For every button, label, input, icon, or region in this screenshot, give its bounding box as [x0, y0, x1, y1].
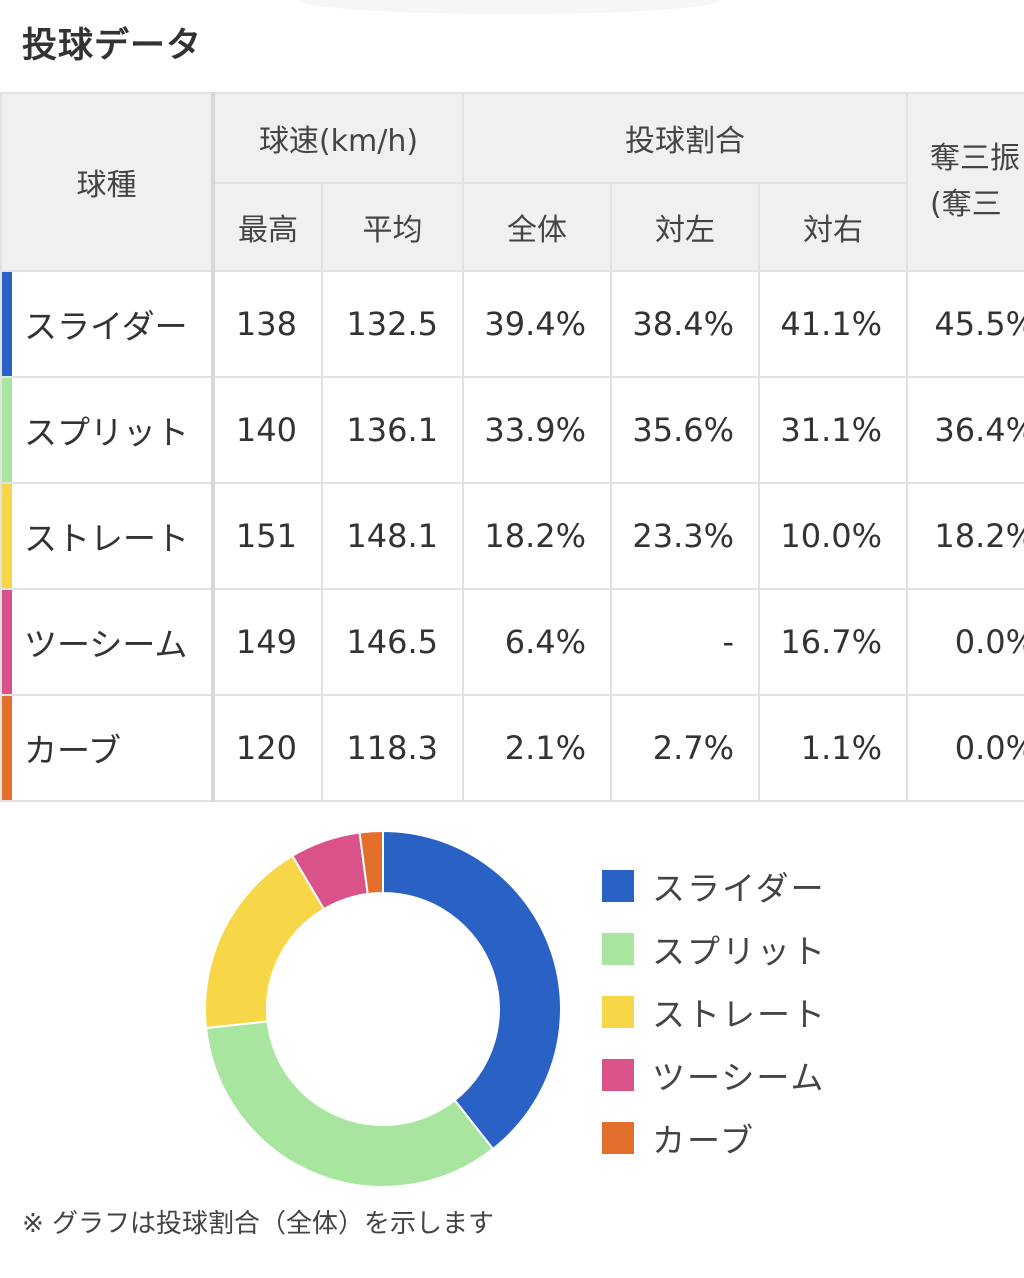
chart-legend: スライダースプリットストレートツーシームカーブ: [602, 854, 1002, 1169]
ratio-vs-left-cell: 23.3%: [610, 482, 761, 590]
header-ratio-all: 全体: [462, 182, 613, 272]
legend-swatch: [602, 1058, 634, 1091]
avg-speed-cell: 132.5: [320, 270, 465, 378]
pitch-name-cell: スプリット: [0, 376, 215, 484]
legend-label: スプリット: [652, 931, 827, 971]
ratio-vs-right-cell: 10.0%: [758, 482, 909, 590]
legend-label: ツーシーム: [652, 1057, 826, 1097]
table-row: スプリット 140 136.1 33.9% 35.6% 31.1% 36.4%: [0, 376, 1024, 484]
top-tab-shadow: [300, 0, 720, 14]
max-speed-cell: 140: [212, 376, 323, 484]
legend-item[interactable]: ストレート: [602, 980, 1002, 1043]
donut-chart: [204, 829, 562, 1188]
legend-item[interactable]: ツーシーム: [602, 1043, 1002, 1106]
pitch-name: ツーシーム: [24, 625, 188, 664]
max-speed-cell: 151: [212, 482, 323, 590]
max-speed-cell: 149: [212, 588, 323, 696]
table-row: カーブ 120 118.3 2.1% 2.7% 1.1% 0.0%: [0, 694, 1024, 802]
header-pitch-type: 球種: [0, 92, 215, 272]
ratio-all-cell: 6.4%: [462, 588, 613, 696]
legend-label: カーブ: [652, 1120, 756, 1160]
header-strikeout-line1: 奪三振: [930, 141, 1021, 176]
ratio-vs-right-cell: 16.7%: [758, 588, 909, 696]
legend-item[interactable]: カーブ: [602, 1106, 1002, 1169]
pitch-table: 球種 球速(km/h) 投球割合 奪三振 (奪三 最高 平均 全体 対左 対右: [0, 92, 1024, 802]
header-strikeout-line2: (奪三: [930, 187, 1002, 222]
legend-label: スライダー: [652, 868, 826, 908]
strikeout-cell: 36.4%: [906, 376, 1024, 484]
pitch-name-cell: ツーシーム: [0, 588, 215, 696]
header-ratio-vs-right: 対右: [758, 182, 909, 272]
strikeout-cell: 45.5%: [906, 270, 1024, 378]
ratio-vs-right-cell: 41.1%: [758, 270, 909, 378]
header-pitch-ratio: 投球割合: [462, 92, 909, 184]
pitch-name-cell: ストレート: [0, 482, 215, 590]
max-speed-cell: 120: [212, 694, 323, 802]
pitch-ratio-chart: スライダースプリットストレートツーシームカーブ: [0, 810, 1024, 1210]
avg-speed-cell: 136.1: [320, 376, 465, 484]
header-ratio-vs-left: 対左: [610, 182, 761, 272]
header-strikeout: 奪三振 (奪三: [906, 92, 1024, 272]
avg-speed-cell: 146.5: [320, 588, 465, 696]
avg-speed-cell: 148.1: [320, 482, 465, 590]
ratio-vs-left-cell: 38.4%: [610, 270, 761, 378]
pitch-name-cell: スライダー: [0, 270, 215, 378]
pitch-color-bar: [3, 591, 12, 693]
ratio-vs-left-cell: 2.7%: [610, 694, 761, 802]
legend-swatch: [602, 995, 634, 1028]
ratio-vs-right-cell: 1.1%: [758, 694, 909, 802]
pitch-name: ストレート: [24, 519, 189, 558]
legend-swatch: [602, 869, 634, 902]
donut-slice-3[interactable]: [204, 854, 326, 1030]
legend-item[interactable]: スライダー: [602, 854, 1002, 917]
donut-slice-1[interactable]: [382, 829, 562, 1151]
donut-slice-2[interactable]: [204, 1020, 495, 1188]
table-row: ストレート 151 148.1 18.2% 23.3% 10.0% 18.2%: [0, 482, 1024, 590]
pitch-color-bar: [3, 379, 12, 481]
max-speed-cell: 138: [212, 270, 323, 378]
table-row: ツーシーム 149 146.5 6.4% - 16.7% 0.0%: [0, 588, 1024, 696]
ratio-all-cell: 39.4%: [462, 270, 613, 378]
avg-speed-cell: 118.3: [320, 694, 465, 802]
ratio-all-cell: 18.2%: [462, 482, 613, 590]
donut-slice-5[interactable]: [358, 829, 384, 896]
ratio-all-cell: 33.9%: [462, 376, 613, 484]
table-row: スライダー 138 132.5 39.4% 38.4% 41.1% 45.5%: [0, 270, 1024, 378]
header-max-speed: 最高: [212, 182, 323, 272]
ratio-all-cell: 2.1%: [462, 694, 613, 802]
legend-swatch: [602, 1121, 634, 1154]
strikeout-cell: 0.0%: [906, 588, 1024, 696]
ratio-vs-left-cell: 35.6%: [610, 376, 761, 484]
pitch-color-bar: [3, 485, 12, 587]
header-avg-speed: 平均: [320, 182, 465, 272]
pitch-name: スライダー: [24, 307, 188, 346]
legend-item[interactable]: スプリット: [602, 917, 1002, 980]
header-velocity: 球速(km/h): [211, 92, 465, 184]
pitch-name: スプリット: [24, 413, 189, 452]
section-title: 投球データ: [22, 26, 203, 66]
strikeout-cell: 18.2%: [906, 482, 1024, 590]
ratio-vs-left-cell: -: [610, 588, 761, 696]
pitch-name: カーブ: [24, 731, 122, 770]
legend-label: ストレート: [652, 994, 827, 1034]
pitch-name-cell: カーブ: [0, 694, 215, 802]
ratio-vs-right-cell: 31.1%: [758, 376, 909, 484]
legend-swatch: [602, 932, 634, 965]
chart-footnote: ※ グラフは投球割合（全体）を示します: [22, 1209, 495, 1239]
pitch-table-scroll[interactable]: 球種 球速(km/h) 投球割合 奪三振 (奪三 最高 平均 全体 対左 対右: [0, 92, 1024, 802]
strikeout-cell: 0.0%: [906, 694, 1024, 802]
pitch-color-bar: [3, 273, 12, 375]
pitch-color-bar: [3, 697, 12, 799]
